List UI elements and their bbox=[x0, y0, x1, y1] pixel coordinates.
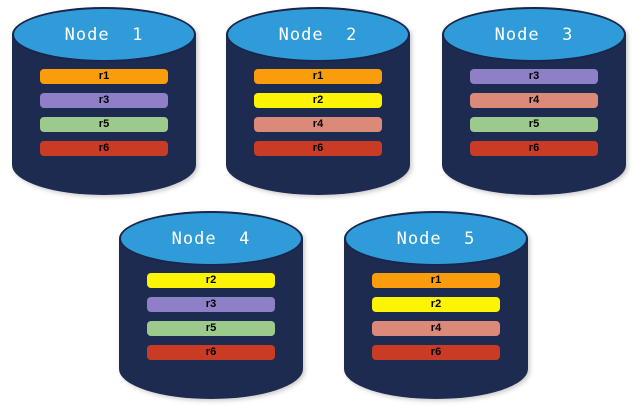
node-label: Node 2 bbox=[278, 24, 358, 45]
replica-label: r6 bbox=[312, 142, 324, 154]
node-top-ellipse: Node 3 bbox=[442, 7, 626, 62]
replica-bar: r6 bbox=[470, 141, 598, 156]
replica-label: r4 bbox=[312, 118, 324, 130]
node-label: Node 1 bbox=[64, 24, 144, 45]
replica-stack: r1 r2 r4 r6 bbox=[344, 273, 528, 360]
replica-label: r6 bbox=[205, 346, 217, 358]
replica-label: r2 bbox=[205, 274, 217, 286]
replica-label: r4 bbox=[430, 322, 442, 334]
replica-bar: r6 bbox=[40, 141, 168, 156]
replica-label: r3 bbox=[528, 70, 540, 82]
replica-bar: r6 bbox=[372, 345, 500, 360]
replica-stack: r3 r4 r5 r6 bbox=[442, 69, 626, 156]
replica-label: r1 bbox=[430, 274, 442, 286]
node-top-ellipse: Node 4 bbox=[119, 211, 303, 266]
replica-bar: r3 bbox=[470, 69, 598, 84]
replica-bar: r1 bbox=[40, 69, 168, 84]
replica-stack: r1 r3 r5 r6 bbox=[12, 69, 196, 156]
node-cylinder-3: Node 3 r3 r4 r5 r6 bbox=[442, 7, 626, 195]
replica-bar: r3 bbox=[40, 93, 168, 108]
replica-label: r2 bbox=[430, 298, 442, 310]
replica-bar: r5 bbox=[147, 321, 275, 336]
replica-label: r1 bbox=[312, 70, 324, 82]
replica-bar: r3 bbox=[147, 297, 275, 312]
replica-bar: r5 bbox=[470, 117, 598, 132]
replica-label: r1 bbox=[98, 70, 110, 82]
replica-bar: r4 bbox=[470, 93, 598, 108]
replica-bar: r1 bbox=[372, 273, 500, 288]
node-top-ellipse: Node 1 bbox=[12, 7, 196, 62]
replica-label: r6 bbox=[528, 142, 540, 154]
node-top-ellipse: Node 5 bbox=[344, 211, 528, 266]
replica-bar: r6 bbox=[147, 345, 275, 360]
replica-stack: r1 r2 r4 r6 bbox=[226, 69, 410, 156]
replica-label: r5 bbox=[205, 322, 217, 334]
replica-bar: r6 bbox=[254, 141, 382, 156]
replica-label: r5 bbox=[528, 118, 540, 130]
node-label: Node 3 bbox=[494, 24, 574, 45]
node-label: Node 4 bbox=[171, 228, 251, 249]
replica-bar: r2 bbox=[254, 93, 382, 108]
node-top-ellipse: Node 2 bbox=[226, 7, 410, 62]
replica-label: r3 bbox=[205, 298, 217, 310]
replica-bar: r2 bbox=[372, 297, 500, 312]
replica-label: r5 bbox=[98, 118, 110, 130]
replica-label: r6 bbox=[430, 346, 442, 358]
replica-bar: r1 bbox=[254, 69, 382, 84]
replica-bar: r4 bbox=[254, 117, 382, 132]
replica-label: r2 bbox=[312, 94, 324, 106]
replica-bar: r4 bbox=[372, 321, 500, 336]
node-cylinder-5: Node 5 r1 r2 r4 r6 bbox=[344, 211, 528, 399]
node-cylinder-2: Node 2 r1 r2 r4 r6 bbox=[226, 7, 410, 195]
replica-stack: r2 r3 r5 r6 bbox=[119, 273, 303, 360]
replica-bar: r5 bbox=[40, 117, 168, 132]
node-cylinder-1: Node 1 r1 r3 r5 r6 bbox=[12, 7, 196, 195]
node-label: Node 5 bbox=[396, 228, 476, 249]
replica-label: r4 bbox=[528, 94, 540, 106]
replica-label: r6 bbox=[98, 142, 110, 154]
replica-label: r3 bbox=[98, 94, 110, 106]
node-cylinder-4: Node 4 r2 r3 r5 r6 bbox=[119, 211, 303, 399]
replica-bar: r2 bbox=[147, 273, 275, 288]
